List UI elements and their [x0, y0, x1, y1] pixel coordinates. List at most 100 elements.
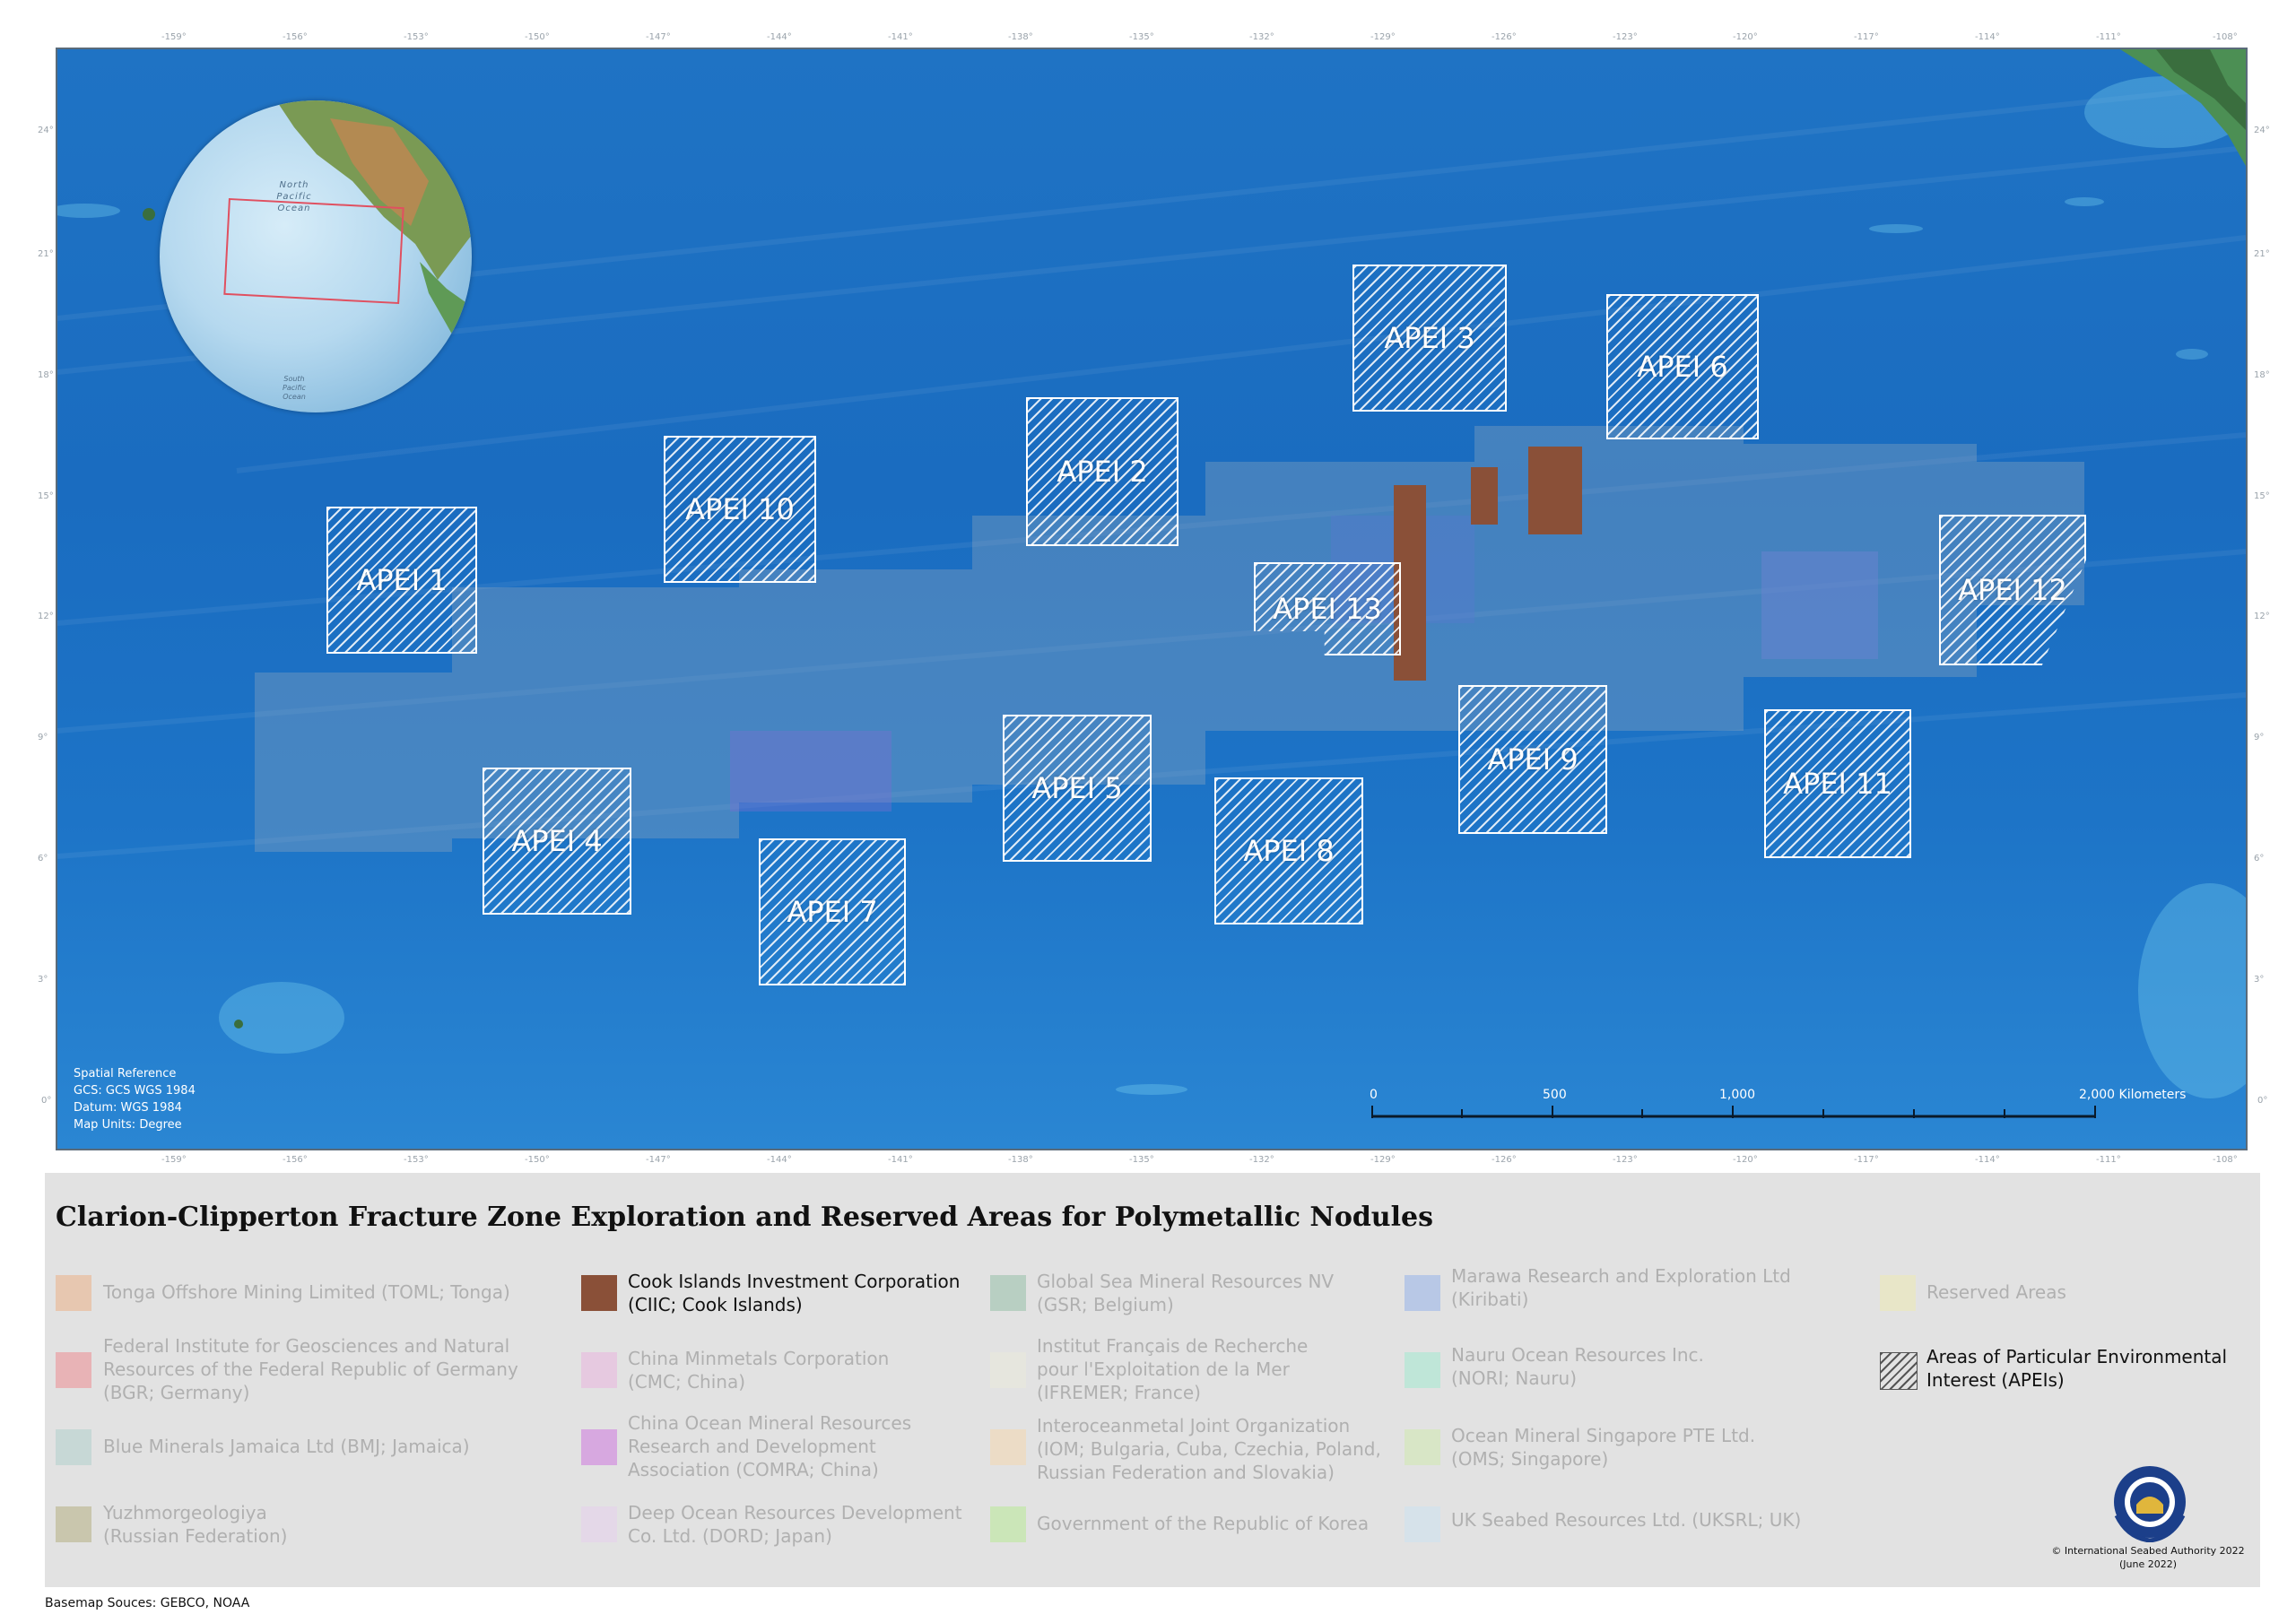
tick-bottom: -114°: [1975, 1155, 2000, 1165]
legend-title: Clarion-Clipperton Fracture Zone Explora…: [56, 1202, 1433, 1233]
globe-inset: North Pacific Ocean South Pacific Ocean: [160, 100, 472, 412]
tick-top: -108°: [2213, 32, 2238, 42]
tick-right: 9°: [2254, 733, 2265, 742]
legend-swatch: [1405, 1352, 1440, 1388]
tick-top: -159°: [161, 32, 187, 42]
tick-left: 15°: [38, 491, 54, 501]
tick-top: -135°: [1129, 32, 1154, 42]
scale-label: 2,000 Kilometers: [2079, 1088, 2187, 1102]
legend-swatch: [56, 1506, 91, 1542]
apei-1[interactable]: APEI 1: [326, 507, 477, 654]
legend-swatch: [1405, 1275, 1440, 1311]
tick-top: -132°: [1249, 32, 1274, 42]
legend-label: Nauru Ocean Resources Inc. (NORI; Nauru): [1451, 1344, 1704, 1389]
legend-label: UK Seabed Resources Ltd. (UKSRL; UK): [1451, 1509, 1802, 1531]
legend-label: Ocean Mineral Singapore PTE Ltd. (OMS; S…: [1451, 1425, 1756, 1470]
legend-label: Reserved Areas: [1926, 1281, 2066, 1303]
apei-3[interactable]: APEI 3: [1352, 265, 1507, 412]
tick-left: 3°: [38, 975, 48, 985]
apei-8[interactable]: APEI 8: [1214, 777, 1363, 924]
scale-label: 500: [1543, 1088, 1567, 1102]
globe-map: [223, 100, 472, 369]
tick-bottom: -126°: [1492, 1155, 1517, 1165]
tick-top: -114°: [1975, 32, 2000, 42]
tick-bottom: -138°: [1008, 1155, 1033, 1165]
legend-label: Government of the Republic of Korea: [1037, 1513, 1370, 1534]
basemap-source: Basemap Souces: GEBCO, NOAA: [45, 1596, 250, 1610]
apei-6[interactable]: APEI 6: [1606, 294, 1759, 439]
tick-bottom: -159°: [161, 1155, 187, 1165]
tick-top: -129°: [1370, 32, 1396, 42]
apei-4[interactable]: APEI 4: [483, 768, 631, 915]
legend-swatch: [581, 1429, 617, 1465]
scale-label: 0: [1370, 1088, 1378, 1102]
tick-bottom: -123°: [1613, 1155, 1638, 1165]
legend-label: Cook Islands Investment Corporation (CII…: [628, 1271, 961, 1315]
tick-right: 12°: [2254, 612, 2270, 621]
scale-bar: [1371, 1106, 2096, 1118]
legend-label: Tonga Offshore Mining Limited (TOML; Ton…: [103, 1281, 510, 1303]
spatial-reference: Spatial Reference GCS: GCS WGS 1984 Datu…: [74, 1067, 196, 1132]
apei-2[interactable]: APEI 2: [1026, 397, 1178, 546]
tick-top: -126°: [1492, 32, 1517, 42]
apei-10[interactable]: APEI 10: [664, 436, 816, 583]
legend-label: China Minmetals Corporation (CMC; China): [628, 1348, 890, 1393]
tick-left: 24°: [38, 126, 54, 135]
tick-bottom: -156°: [283, 1155, 308, 1165]
tick-bottom: -117°: [1854, 1155, 1879, 1165]
tick-right: 21°: [2254, 249, 2270, 259]
legend-swatch: [581, 1275, 617, 1311]
tick-top: -141°: [888, 32, 913, 42]
tick-top: -117°: [1854, 32, 1879, 42]
apei-5[interactable]: APEI 5: [1003, 715, 1152, 862]
legend-label: Federal Institute for Geosciences and Na…: [103, 1335, 518, 1403]
tick-top: -150°: [525, 32, 550, 42]
tick-top: -123°: [1613, 32, 1638, 42]
tick-right: 0°: [2257, 1096, 2268, 1106]
map-frame[interactable]: APEI 1 APEI 10 APEI 2 APEI 3 APEI 6 APEI…: [56, 48, 2248, 1150]
legend-swatch: [1405, 1506, 1440, 1542]
apei-7[interactable]: APEI 7: [759, 838, 906, 985]
isa-logo-icon: [2114, 1466, 2186, 1542]
legend-swatch: [581, 1506, 617, 1542]
tick-top: -153°: [404, 32, 429, 42]
scale-label: 1,000: [1719, 1088, 1756, 1102]
tick-bottom: -141°: [888, 1155, 913, 1165]
globe-south-label: South Pacific Ocean: [283, 375, 306, 401]
tick-top: -144°: [767, 32, 792, 42]
apei-11[interactable]: APEI 11: [1764, 709, 1911, 858]
tick-right: 15°: [2254, 491, 2270, 501]
legend-swatch-hatch: [1880, 1352, 1918, 1390]
tick-right: 24°: [2254, 126, 2270, 135]
tick-bottom: -129°: [1370, 1155, 1396, 1165]
apei-9[interactable]: APEI 9: [1458, 685, 1607, 834]
tick-bottom: -147°: [646, 1155, 671, 1165]
legend-label: Institut Français de Recherche pour l'Ex…: [1037, 1335, 1309, 1403]
legend-label: Interoceanmetal Joint Organization (IOM;…: [1037, 1415, 1381, 1483]
legend-label: Blue Minerals Jamaica Ltd (BMJ; Jamaica): [103, 1436, 470, 1457]
tick-bottom: -108°: [2213, 1155, 2238, 1165]
tick-right: 6°: [2254, 854, 2265, 864]
globe-north-label: North Pacific Ocean: [276, 180, 312, 213]
legend-swatch: [990, 1275, 1026, 1311]
legend-label: Areas of Particular Environmental Intere…: [1926, 1346, 2228, 1391]
tick-left: 9°: [38, 733, 48, 742]
tick-bottom: -135°: [1129, 1155, 1154, 1165]
tick-bottom: -150°: [525, 1155, 550, 1165]
tick-top: -138°: [1008, 32, 1033, 42]
tick-left: 6°: [38, 854, 48, 864]
tick-left: 12°: [38, 612, 54, 621]
legend-swatch: [56, 1352, 91, 1388]
legend-swatch: [1880, 1275, 1916, 1311]
tick-bottom: -111°: [2096, 1155, 2121, 1165]
tick-bottom: -132°: [1249, 1155, 1274, 1165]
legend-swatch: [990, 1352, 1026, 1388]
legend-swatch: [1405, 1429, 1440, 1465]
tick-left: 0°: [41, 1096, 52, 1106]
legend-label: Deep Ocean Resources Development Co. Ltd…: [628, 1502, 962, 1547]
legend-label: Global Sea Mineral Resources NV (GSR; Be…: [1037, 1271, 1335, 1315]
legend-label: China Ocean Mineral Resources Research a…: [628, 1412, 912, 1480]
tick-top: -120°: [1733, 32, 1758, 42]
copyright: © International Seabed Authority 2022 (J…: [2051, 1545, 2245, 1570]
legend-swatch: [56, 1275, 91, 1311]
